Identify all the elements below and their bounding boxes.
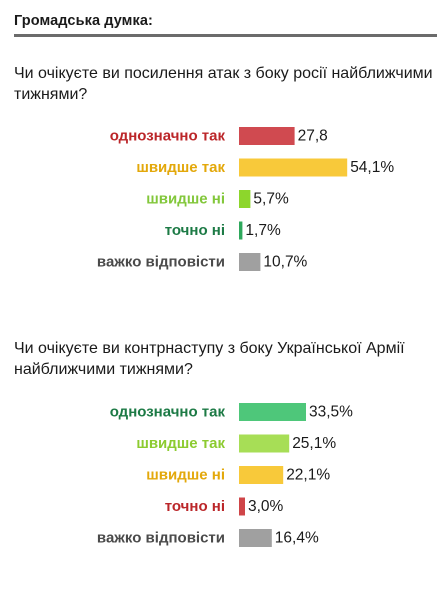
header-title: Громадська думка:	[14, 13, 153, 29]
value-label: 25,1%	[292, 435, 336, 452]
value-label: 10,7%	[263, 254, 307, 271]
category-label: швидше так	[136, 435, 225, 452]
bar	[239, 221, 243, 240]
value-label: 1,7%	[245, 222, 281, 239]
category-label: швидше ні	[146, 191, 225, 208]
value-label: 16,4%	[275, 530, 319, 547]
category-label: важко відповісти	[97, 254, 225, 271]
chart-2: однозначно так 33,5% швидше так 25,1% швидше…	[97, 403, 353, 547]
category-label: швидше ні	[146, 467, 225, 484]
bar	[239, 158, 348, 177]
bar	[239, 434, 290, 453]
bar	[239, 529, 272, 547]
category-label: швидше так	[136, 159, 225, 176]
header-divider	[14, 34, 437, 37]
bar	[239, 127, 295, 145]
bar	[239, 253, 261, 271]
category-label: важко відповісти	[97, 530, 225, 547]
value-label: 5,7%	[253, 191, 289, 208]
category-label: точно ні	[165, 498, 225, 515]
bar	[239, 190, 251, 208]
category-label: однозначно так	[110, 404, 226, 421]
value-label: 22,1%	[286, 467, 330, 484]
question-2-title: Чи очікуєте ви контрнаступу з боку Украї…	[14, 340, 405, 378]
bar	[239, 466, 284, 484]
value-label: 3,0%	[248, 498, 284, 515]
question-1-title: Чи очікуєте ви посилення атак з боку рос…	[14, 65, 433, 103]
category-label: точно ні	[165, 222, 225, 239]
chart-1: однозначно так 27,8 швидше так 54,1% швидше …	[97, 127, 394, 271]
value-label: 27,8	[298, 128, 328, 145]
value-label: 33,5%	[309, 404, 353, 421]
bar	[239, 403, 306, 421]
value-label: 54,1%	[350, 159, 394, 176]
category-label: однозначно так	[110, 128, 226, 145]
bar	[239, 497, 245, 516]
